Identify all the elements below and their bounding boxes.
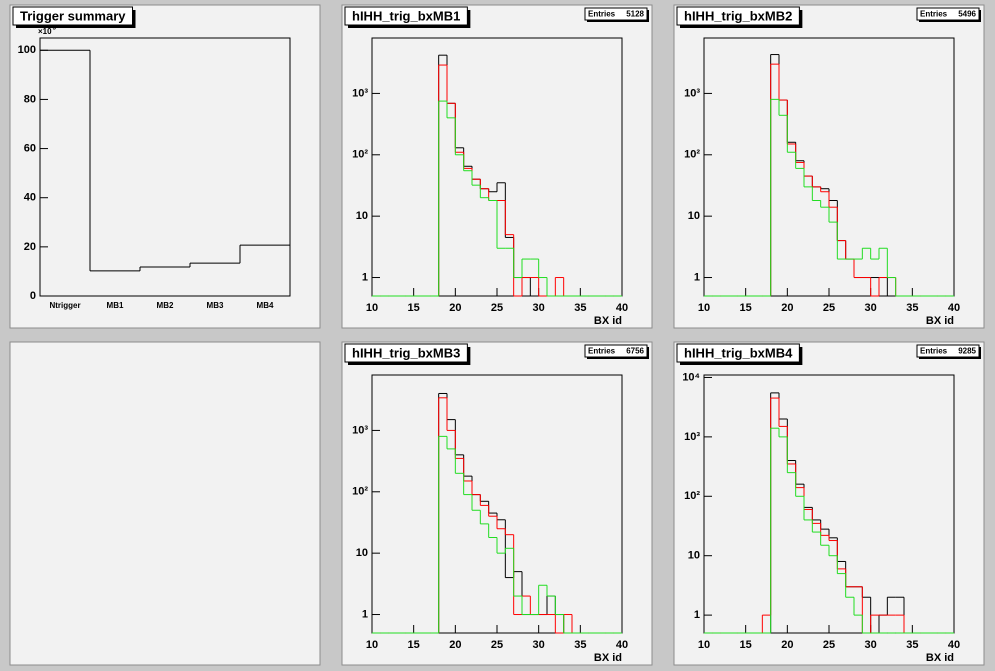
title-box (676, 6, 800, 26)
chart-title: hIHH_trig_bxMB1 (352, 8, 460, 23)
x-axis-label: BX id (926, 315, 954, 327)
stats-box (916, 7, 980, 21)
y-tick-label: 10² (684, 490, 700, 502)
x-tick-label: 30 (533, 302, 545, 314)
y-tick-label: 10² (352, 486, 368, 498)
y-tick-label: 10² (684, 149, 700, 161)
empty-pad (9, 341, 321, 666)
stats-value: 5496 (958, 10, 976, 19)
x-tick-label: 40 (948, 302, 960, 314)
stats-box (584, 344, 648, 358)
x-tick-label: 35 (574, 302, 586, 314)
chart-title: hIHH_trig_bxMB4 (684, 345, 793, 360)
y-tick-label: 20 (24, 241, 36, 253)
title-box (676, 343, 800, 363)
x-tick-label: MB4 (257, 301, 274, 310)
chart-title: Trigger summary (20, 8, 126, 23)
y-tick-label: 40 (24, 192, 36, 204)
x-tick-label: 35 (574, 639, 586, 651)
y-tick-label: 10³ (684, 87, 700, 99)
stats-label: Entries (920, 347, 948, 356)
x-tick-label: 30 (865, 302, 877, 314)
stats-label: Entries (588, 10, 616, 19)
x-tick-label: 30 (533, 639, 545, 651)
x-tick-label: 10 (698, 302, 710, 314)
x-tick-label: 20 (781, 302, 793, 314)
x-tick-label: 15 (740, 639, 752, 651)
frame (703, 37, 955, 297)
x-axis-label: BX id (594, 652, 622, 664)
title-box (344, 343, 468, 363)
y-tick-label: 1 (694, 609, 700, 621)
x-tick-label: 20 (449, 302, 461, 314)
x-tick-label: 10 (366, 639, 378, 651)
y-tick-label: 10 (356, 547, 368, 559)
stats-label: Entries (588, 347, 616, 356)
x-tick-label: 25 (491, 302, 503, 314)
y-tick-label: 10³ (684, 431, 700, 443)
y-tick-label: 1 (694, 271, 700, 283)
chart-title: hIHH_trig_bxMB2 (684, 8, 792, 23)
x-tick-label: 25 (823, 302, 835, 314)
x-tick-label: 10 (698, 639, 710, 651)
chart-title: hIHH_trig_bxMB3 (352, 345, 460, 360)
frame (371, 374, 623, 634)
x-tick-label: 15 (408, 302, 420, 314)
x-tick-label: 15 (740, 302, 752, 314)
y-tick-label: 10 (688, 210, 700, 222)
x-tick-label: 15 (408, 639, 420, 651)
x-tick-label: Ntrigger (49, 301, 80, 310)
x-tick-label: 30 (865, 639, 877, 651)
title-box (12, 6, 133, 26)
y-tick-label: 1 (362, 271, 368, 283)
frame (371, 37, 623, 297)
y-tick-label: 60 (24, 142, 36, 154)
y-tick-label: 10 (688, 550, 700, 562)
x-tick-label: 40 (616, 639, 628, 651)
x-axis-label: BX id (594, 315, 622, 327)
frame (703, 374, 955, 634)
stats-value: 6756 (626, 347, 644, 356)
x-axis-label: BX id (926, 652, 954, 664)
y-tick-label: 10⁴ (682, 371, 700, 383)
stats-label: Entries (920, 10, 948, 19)
x-tick-label: 35 (906, 639, 918, 651)
y-tick-label: 100 (18, 44, 36, 56)
y-tick-label: 1 (362, 608, 368, 620)
title-box (344, 6, 468, 26)
y-multiplier-exponent: 3 (53, 26, 57, 32)
stats-box (916, 344, 980, 358)
x-tick-label: MB1 (107, 301, 124, 310)
y-tick-label: 10 (356, 210, 368, 222)
y-tick-label: 10³ (352, 87, 368, 99)
x-tick-label: 40 (948, 639, 960, 651)
pad: 0 20 40 60 80 100 Ntrigger MB1 MB2 MB3 MB4 ×10 3 Trig… (9, 4, 321, 329)
x-tick-label: MB2 (157, 301, 174, 310)
x-tick-label: 40 (616, 302, 628, 314)
x-tick-label: 20 (449, 639, 461, 651)
x-tick-label: 25 (823, 639, 835, 651)
y-tick-label: 10² (352, 149, 368, 161)
stats-value: 9285 (958, 347, 976, 356)
y-tick-label: 80 (24, 93, 36, 105)
x-tick-label: 10 (366, 302, 378, 314)
y-tick-label: 0 (30, 290, 36, 302)
y-tick-label: 10³ (352, 424, 368, 436)
stats-value: 5128 (626, 10, 644, 19)
y-multiplier: ×10 (38, 27, 52, 36)
stats-box (584, 7, 648, 21)
frame (39, 37, 291, 297)
x-tick-label: 35 (906, 302, 918, 314)
x-tick-label: 25 (491, 639, 503, 651)
x-tick-label: 20 (781, 639, 793, 651)
x-tick-label: MB3 (207, 301, 224, 310)
